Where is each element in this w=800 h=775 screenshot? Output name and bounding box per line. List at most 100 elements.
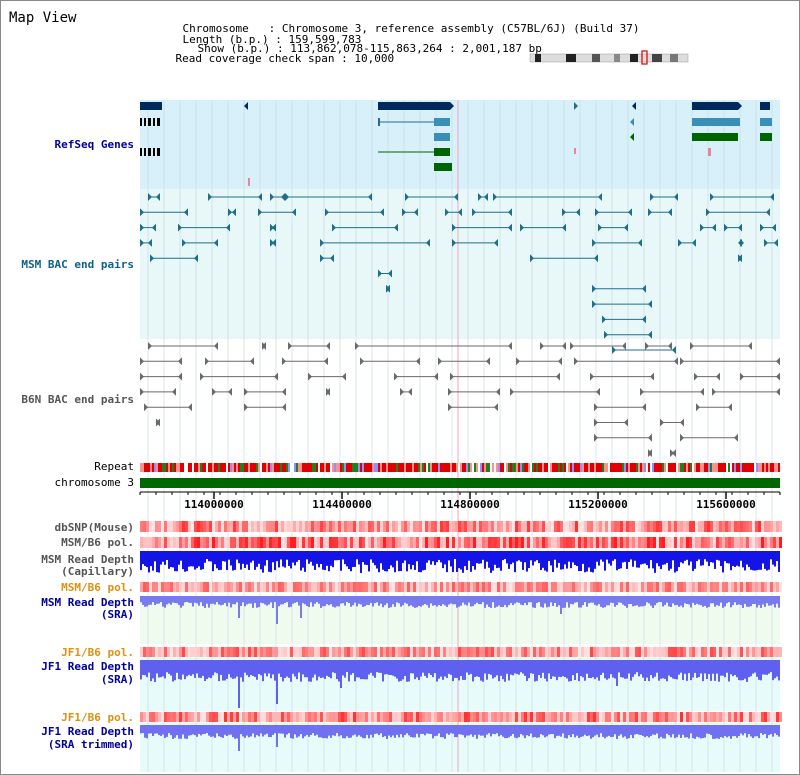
bac-end-marker[interactable] <box>660 418 664 427</box>
bac-end-marker[interactable] <box>378 269 382 278</box>
bac-end-marker[interactable] <box>724 223 728 232</box>
bac-end-marker[interactable] <box>140 238 144 247</box>
chromosome-ideogram[interactable] <box>529 50 689 65</box>
bac-end-marker[interactable] <box>360 357 364 366</box>
bac-end-marker[interactable] <box>438 357 442 366</box>
bac-end-marker[interactable] <box>540 342 544 350</box>
bac-end-marker[interactable] <box>144 403 148 412</box>
refseq-genes-track[interactable] <box>140 102 772 186</box>
bac-end-marker[interactable] <box>140 208 144 217</box>
bac-end-marker[interactable] <box>598 223 602 232</box>
bac-end-marker[interactable] <box>592 238 596 247</box>
repeat-track[interactable] <box>140 463 780 472</box>
bac-end-marker[interactable] <box>148 342 152 350</box>
bac-end-marker[interactable] <box>452 238 456 247</box>
bac-end-marker[interactable] <box>530 254 534 263</box>
bac-end-marker[interactable] <box>140 223 144 232</box>
gene-feature[interactable] <box>434 133 450 141</box>
bac-end-marker[interactable] <box>448 387 452 396</box>
bac-end-marker[interactable] <box>450 372 454 381</box>
msm-b6-pol-strip-2[interactable] <box>140 582 782 592</box>
bac-end-marker[interactable] <box>516 357 520 366</box>
bac-end-marker[interactable] <box>140 357 144 366</box>
bac-end-marker[interactable] <box>394 372 398 381</box>
bac-end-marker[interactable] <box>595 208 599 217</box>
bac-end-marker[interactable] <box>493 193 497 201</box>
bac-end-marker[interactable] <box>690 342 694 350</box>
bac-end-marker[interactable] <box>212 387 216 396</box>
bac-end-marker[interactable] <box>405 193 409 201</box>
bac-end-marker[interactable] <box>680 433 684 442</box>
dbsnp-heat-strip[interactable] <box>140 521 782 532</box>
bac-end-marker[interactable] <box>706 208 710 217</box>
bac-end-marker[interactable] <box>320 254 324 263</box>
bac-end-marker[interactable] <box>478 193 482 201</box>
bac-end-marker[interactable] <box>594 418 598 427</box>
bac-end-marker[interactable] <box>602 315 606 324</box>
bac-end-marker[interactable] <box>570 342 574 350</box>
bac-end-marker[interactable] <box>594 403 598 412</box>
bac-end-marker[interactable] <box>760 223 764 232</box>
bac-end-marker[interactable] <box>200 372 204 381</box>
bac-end-marker[interactable] <box>178 223 182 232</box>
gene-feature[interactable] <box>244 102 248 110</box>
msm-bac-end-pairs-track[interactable] <box>140 193 778 354</box>
bac-end-marker[interactable] <box>244 387 248 396</box>
chromosome-bar[interactable] <box>140 478 780 488</box>
msm-depth-capillary-track[interactable] <box>140 551 780 573</box>
bac-end-marker[interactable] <box>592 284 596 293</box>
jf1-depth-trimmed-track[interactable] <box>140 725 780 751</box>
bac-end-marker[interactable] <box>320 238 324 247</box>
gene-feature[interactable] <box>140 102 162 110</box>
bac-end-marker[interactable] <box>140 387 144 396</box>
bac-end-marker[interactable] <box>332 223 336 232</box>
bac-end-marker[interactable] <box>604 330 608 339</box>
bac-end-marker[interactable] <box>710 193 714 201</box>
bac-end-marker[interactable] <box>355 342 359 350</box>
bac-end-marker[interactable] <box>678 238 682 247</box>
bac-end-marker[interactable] <box>645 342 649 350</box>
bac-end-marker[interactable] <box>402 208 406 217</box>
bac-end-marker[interactable] <box>270 193 274 201</box>
bac-end-marker[interactable] <box>288 342 292 350</box>
gene-feature[interactable] <box>378 102 450 110</box>
bac-end-marker[interactable] <box>680 357 684 366</box>
bac-end-marker[interactable] <box>445 208 449 217</box>
bac-end-marker[interactable] <box>520 223 524 232</box>
gene-feature[interactable] <box>434 163 452 171</box>
bac-end-marker[interactable] <box>285 193 289 201</box>
bac-end-marker[interactable] <box>205 357 209 366</box>
bac-end-marker[interactable] <box>472 208 476 217</box>
bac-end-marker[interactable] <box>208 193 212 201</box>
bac-end-marker[interactable] <box>640 387 644 396</box>
gene-feature[interactable] <box>692 102 738 110</box>
gene-feature[interactable] <box>574 102 578 110</box>
msm-depth-sra-track[interactable] <box>140 596 780 624</box>
gene-feature[interactable] <box>760 102 770 110</box>
gene-feature[interactable] <box>630 118 634 126</box>
bac-end-marker[interactable] <box>562 208 566 217</box>
bac-end-marker[interactable] <box>592 300 596 309</box>
bac-end-marker[interactable] <box>140 372 144 381</box>
bac-end-marker[interactable] <box>574 357 578 366</box>
bac-end-marker[interactable] <box>594 433 598 442</box>
b6n-bac-end-pairs-track[interactable] <box>140 342 780 458</box>
bac-end-marker[interactable] <box>740 372 744 381</box>
bac-end-marker[interactable] <box>712 387 716 396</box>
bac-end-marker[interactable] <box>612 346 616 354</box>
bac-end-marker[interactable] <box>590 372 594 381</box>
bac-end-marker[interactable] <box>150 254 154 263</box>
bac-end-marker[interactable] <box>325 208 329 217</box>
bac-end-marker[interactable] <box>228 208 232 217</box>
bac-end-marker[interactable] <box>258 208 262 217</box>
gene-feature[interactable] <box>692 118 740 126</box>
msm-b6-pol-strip-1[interactable] <box>140 537 782 548</box>
bac-end-marker[interactable] <box>696 403 700 412</box>
bac-end-marker[interactable] <box>510 387 514 396</box>
jf1-depth-sra-track[interactable] <box>140 660 780 708</box>
bac-end-marker[interactable] <box>400 387 404 396</box>
gene-feature[interactable] <box>692 133 738 141</box>
jf1-b6-pol-strip-1[interactable] <box>140 647 782 657</box>
bac-end-marker[interactable] <box>182 238 186 247</box>
